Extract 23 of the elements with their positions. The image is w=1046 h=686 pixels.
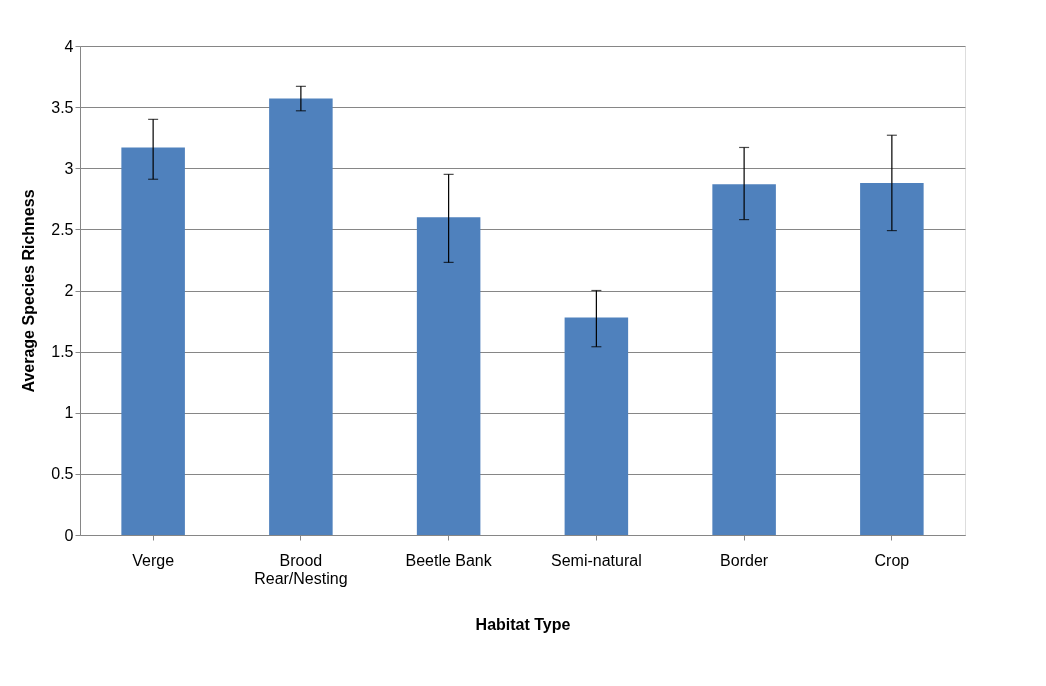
bar: [121, 147, 185, 535]
y-tick-label: 1: [64, 404, 74, 422]
y-tick-label: 0.5: [51, 465, 74, 483]
x-tick-label: Border: [720, 551, 769, 569]
bar: [269, 98, 333, 535]
bar: [416, 217, 481, 535]
y-tick-label: 4: [64, 37, 74, 55]
y-tick-label: 3: [64, 159, 74, 177]
y-tick-label: 2.5: [51, 220, 74, 238]
x-tick-label: Verge: [132, 551, 175, 569]
y-tick-label: 0: [64, 526, 74, 544]
x-tick-label: Beetle Bank: [405, 551, 493, 569]
y-tick-label: 3.5: [51, 98, 74, 116]
x-tick-label: Brood Rear/Nesting: [254, 551, 348, 587]
bar: [564, 317, 629, 535]
x-tick-label: Crop: [874, 551, 910, 569]
x-axis-title: Habitat Type: [475, 615, 571, 633]
y-axis-title: Average Species Richness: [20, 189, 38, 393]
x-tick-label: Semi-natural: [551, 551, 642, 569]
y-tick-label: 1.5: [51, 343, 74, 361]
y-tick-label: 2: [64, 282, 74, 299]
bar: [860, 182, 924, 535]
bar: [712, 184, 776, 535]
